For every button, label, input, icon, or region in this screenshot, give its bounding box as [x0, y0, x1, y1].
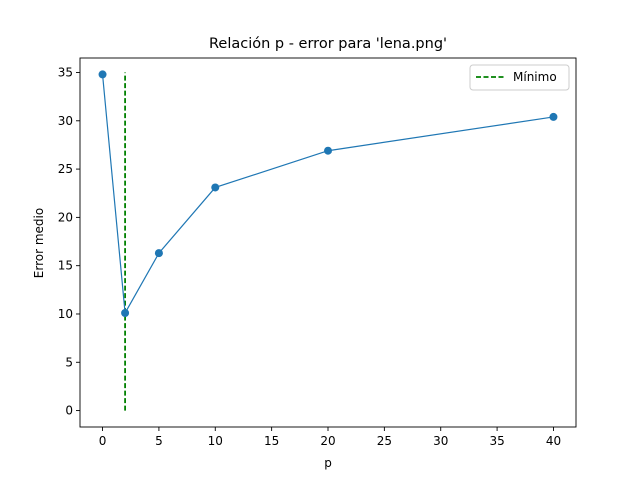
y-tick-label-5: 5 — [65, 355, 73, 369]
y-tick-label-30: 30 — [58, 114, 73, 128]
x-tick-label-15: 15 — [264, 434, 279, 448]
x-tick-label-30: 30 — [433, 434, 448, 448]
y-axis-label: Error medio — [32, 208, 46, 278]
legend-label-minimo: Mínimo — [513, 70, 557, 84]
legend-box — [469, 64, 570, 91]
data-point-3 — [211, 183, 220, 192]
y-tick-label-25: 25 — [58, 162, 73, 176]
data-point-4 — [324, 146, 332, 155]
data-point-5 — [549, 112, 558, 121]
x-tick-label-20: 20 — [320, 434, 335, 448]
data-point-1 — [121, 309, 130, 318]
x-tick-label-40: 40 — [546, 434, 561, 448]
data-point-0 — [98, 70, 107, 79]
plot-area: 0 5 10 15 20 25 30 35 40 0 5 10 15 20 25 30 35 — [58, 57, 577, 448]
y-tick-label-10: 10 — [58, 307, 73, 321]
x-tick-label-0: 0 — [99, 434, 107, 448]
data-point-2 — [154, 249, 163, 258]
y-tick-label-15: 15 — [58, 259, 73, 273]
y-tick-label-35: 35 — [58, 65, 73, 79]
legend: Mínimo — [469, 64, 570, 91]
x-tick-label-5: 5 — [155, 434, 163, 448]
x-tick-label-25: 25 — [377, 434, 392, 448]
series-line — [101, 74, 554, 315]
x-tick-label-10: 10 — [208, 434, 223, 448]
y-tick-label-20: 20 — [58, 210, 73, 224]
x-axis-label: p — [324, 456, 332, 470]
x-tick-label-35: 35 — [489, 434, 504, 448]
y-tick-label-0: 0 — [65, 404, 73, 418]
chart-title: Relación p - error para 'lena.png' — [209, 36, 447, 52]
